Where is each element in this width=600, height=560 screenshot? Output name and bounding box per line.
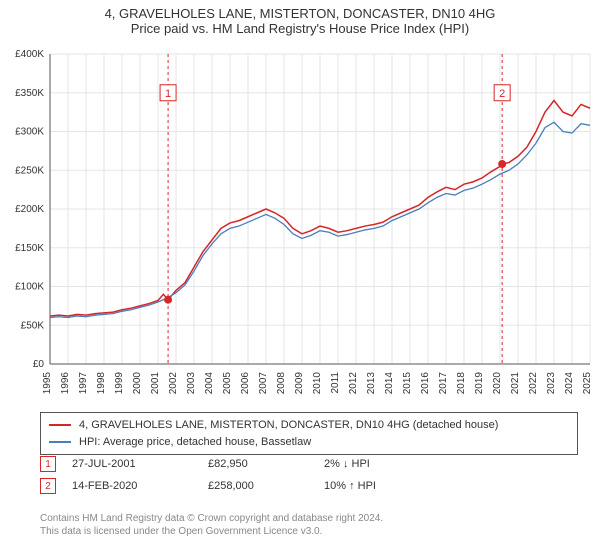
legend-item: 4, GRAVELHOLES LANE, MISTERTON, DONCASTE… [49, 417, 569, 434]
svg-text:1996: 1996 [60, 372, 71, 395]
svg-text:2: 2 [499, 88, 505, 100]
svg-text:2018: 2018 [456, 372, 467, 395]
svg-text:2005: 2005 [222, 372, 233, 395]
legend: 4, GRAVELHOLES LANE, MISTERTON, DONCASTE… [40, 412, 578, 455]
svg-text:1: 1 [165, 88, 171, 100]
svg-text:2006: 2006 [240, 372, 251, 395]
svg-text:2000: 2000 [132, 372, 143, 395]
svg-text:2010: 2010 [312, 372, 323, 395]
svg-text:2004: 2004 [204, 372, 215, 395]
svg-text:2013: 2013 [366, 372, 377, 395]
svg-text:2001: 2001 [150, 372, 161, 395]
svg-text:2025: 2025 [582, 372, 593, 395]
svg-text:£400K: £400K [15, 49, 44, 60]
svg-text:£300K: £300K [15, 127, 44, 138]
svg-text:2022: 2022 [528, 372, 539, 395]
markers-table: 1 27-JUL-2001 £82,950 2% ↓ HPI 2 14-FEB-… [40, 456, 560, 500]
legend-swatch [49, 424, 71, 426]
chart: £0 £50K £100K £150K £200K £250K £300K £350K £400… [0, 44, 600, 404]
svg-text:2021: 2021 [510, 372, 521, 395]
svg-text:£350K: £350K [15, 88, 44, 99]
svg-text:2009: 2009 [294, 372, 305, 395]
svg-text:2016: 2016 [420, 372, 431, 395]
marker-badge: 1 [40, 456, 56, 472]
svg-text:2015: 2015 [402, 372, 413, 395]
titles: 4, GRAVELHOLES LANE, MISTERTON, DONCASTE… [0, 0, 600, 36]
marker-badge: 2 [40, 478, 56, 494]
svg-text:2012: 2012 [348, 372, 359, 395]
svg-text:1998: 1998 [96, 372, 107, 395]
title-line-2: Price paid vs. HM Land Registry's House … [0, 21, 600, 36]
marker-date: 27-JUL-2001 [72, 458, 192, 470]
legend-label: HPI: Average price, detached house, Bass… [79, 434, 311, 451]
svg-text:£200K: £200K [15, 204, 44, 215]
svg-text:£0: £0 [33, 359, 45, 370]
svg-text:£50K: £50K [21, 320, 45, 331]
legend-swatch [49, 441, 71, 443]
svg-text:2019: 2019 [474, 372, 485, 395]
svg-text:£150K: £150K [15, 243, 44, 254]
chart-container: 4, GRAVELHOLES LANE, MISTERTON, DONCASTE… [0, 0, 600, 560]
marker-row: 1 27-JUL-2001 £82,950 2% ↓ HPI [40, 456, 560, 472]
svg-text:2002: 2002 [168, 372, 179, 395]
svg-text:2017: 2017 [438, 372, 449, 395]
footer-line-2: This data is licensed under the Open Gov… [40, 525, 560, 538]
svg-text:1999: 1999 [114, 372, 125, 395]
svg-text:1995: 1995 [42, 372, 53, 395]
marker-price: £82,950 [208, 458, 308, 470]
svg-text:2020: 2020 [492, 372, 503, 395]
legend-item: HPI: Average price, detached house, Bass… [49, 434, 569, 451]
footer-line-1: Contains HM Land Registry data © Crown c… [40, 512, 560, 525]
marker-row: 2 14-FEB-2020 £258,000 10% ↑ HPI [40, 478, 560, 494]
title-line-1: 4, GRAVELHOLES LANE, MISTERTON, DONCASTE… [0, 6, 600, 21]
svg-text:2014: 2014 [384, 372, 395, 395]
marker-pct: 10% ↑ HPI [324, 480, 444, 492]
marker-pct: 2% ↓ HPI [324, 458, 444, 470]
svg-text:£250K: £250K [15, 165, 44, 176]
svg-text:2011: 2011 [330, 372, 341, 394]
chart-svg: £0 £50K £100K £150K £200K £250K £300K £350K £400… [0, 44, 600, 404]
marker-price: £258,000 [208, 480, 308, 492]
svg-text:1997: 1997 [78, 372, 89, 395]
svg-text:2008: 2008 [276, 372, 287, 395]
svg-text:2023: 2023 [546, 372, 557, 395]
svg-text:2003: 2003 [186, 372, 197, 395]
svg-text:2007: 2007 [258, 372, 269, 395]
svg-text:2024: 2024 [564, 372, 575, 395]
marker-date: 14-FEB-2020 [72, 480, 192, 492]
legend-label: 4, GRAVELHOLES LANE, MISTERTON, DONCASTE… [79, 417, 498, 434]
footer: Contains HM Land Registry data © Crown c… [40, 512, 560, 538]
svg-text:£100K: £100K [15, 282, 44, 293]
